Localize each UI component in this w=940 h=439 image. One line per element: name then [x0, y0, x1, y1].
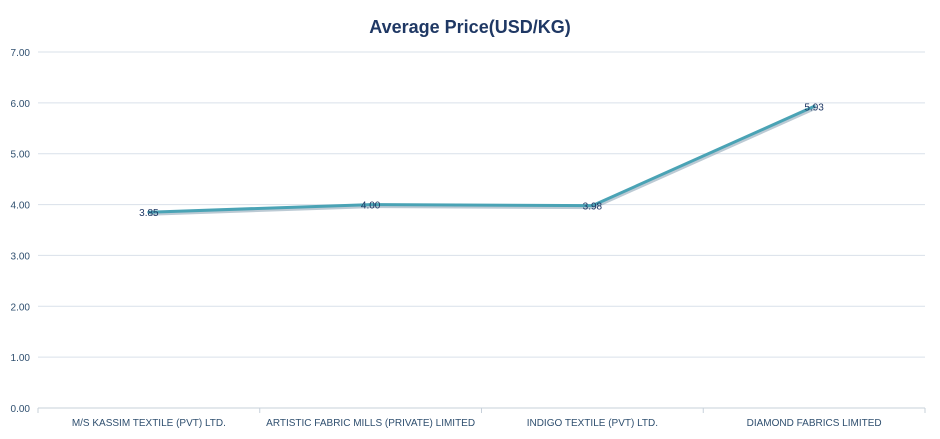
- x-tick-label: M/S KASSIM TEXTILE (PVT) LTD.: [72, 418, 226, 429]
- data-point: [812, 104, 816, 108]
- data-labels: 3.85 4.00 3.98 5.93: [139, 102, 824, 219]
- x-axis-ticks: M/S KASSIM TEXTILE (PVT) LTD. ARTISTIC FA…: [72, 418, 882, 429]
- y-axis-ticks: 0.00 1.00 2.00 3.00 4.00 5.00 6.00 7.00: [11, 48, 31, 415]
- y-tick-label: 3.00: [11, 251, 31, 262]
- y-tick-label: 4.00: [11, 201, 31, 212]
- data-point: [590, 204, 594, 208]
- y-tick-label: 1.00: [11, 353, 31, 364]
- data-label: 3.98: [583, 202, 603, 213]
- y-tick-label: 6.00: [11, 99, 31, 110]
- series: [147, 104, 816, 216]
- data-label: 3.85: [139, 208, 159, 219]
- series-line: [147, 104, 816, 214]
- data-label: 4.00: [361, 201, 381, 212]
- chart-title: Average Price(USD/KG): [369, 17, 570, 37]
- series-line-shadow: [149, 107, 816, 216]
- x-tick-label: DIAMOND FABRICS LIMITED: [747, 418, 882, 429]
- y-tick-label: 2.00: [11, 302, 31, 313]
- y-tick-label: 5.00: [11, 150, 31, 161]
- data-label: 5.93: [804, 102, 824, 113]
- x-tick-label: INDIGO TEXTILE (PVT) LTD.: [527, 418, 658, 429]
- data-point: [369, 203, 373, 207]
- gridlines: [37, 51, 926, 413]
- data-point: [147, 210, 151, 214]
- y-tick-label: 0.00: [11, 404, 31, 415]
- y-tick-label: 7.00: [11, 48, 31, 59]
- x-tick-label: ARTISTIC FABRIC MILLS (PRIVATE) LIMITED: [266, 418, 475, 429]
